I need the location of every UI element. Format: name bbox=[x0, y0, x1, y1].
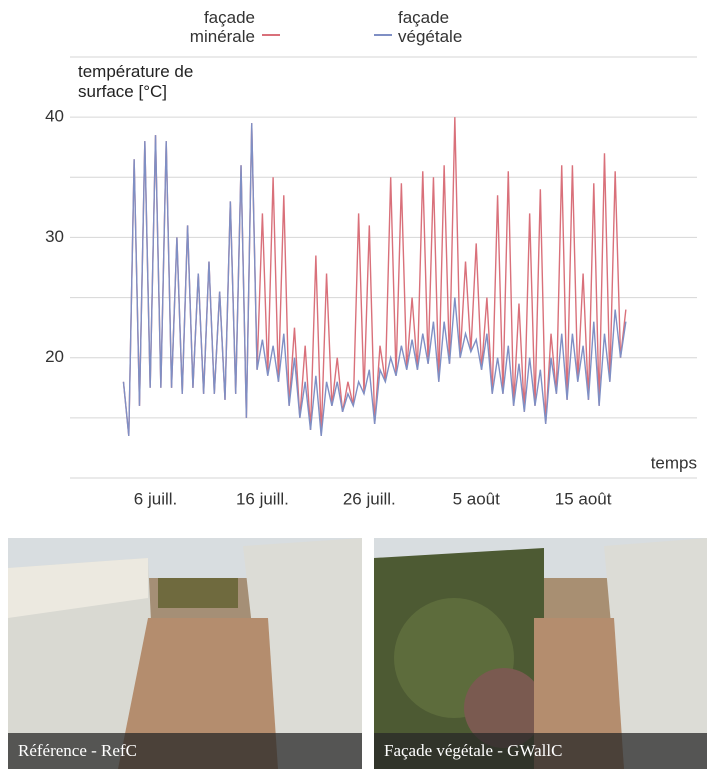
legend-swatch bbox=[262, 34, 280, 36]
photo-image bbox=[8, 538, 362, 769]
line bbox=[122, 123, 627, 436]
legend-entry: façade minérale bbox=[189, 8, 255, 46]
photo-caption: Façade végétale - GWallC bbox=[374, 733, 707, 769]
photo: Référence - RefC bbox=[8, 538, 362, 769]
photo-image bbox=[374, 538, 707, 769]
y-axis-label: température de surface [°C] bbox=[78, 62, 194, 101]
photo-caption: Référence - RefC bbox=[8, 733, 362, 769]
chart: 20 30 40 6 juill. 16 juill. 26 juill. 5 août 15… bbox=[45, 56, 697, 508]
x-tick-label: 16 juill. bbox=[236, 489, 289, 508]
y-tick-label: 30 bbox=[45, 227, 64, 246]
y-tick-label: 20 bbox=[45, 347, 64, 366]
legend-swatch bbox=[374, 34, 392, 36]
x-tick-label: 6 juill. bbox=[134, 489, 177, 508]
x-tick-label: 15 août bbox=[555, 489, 612, 508]
x-tick-label: 5 août bbox=[453, 489, 501, 508]
photo: Façade végétale - GWallC bbox=[374, 538, 707, 769]
x-axis-label: temps bbox=[651, 453, 697, 472]
y-tick-label: 40 bbox=[45, 107, 64, 126]
legend-entry: façade végétale bbox=[398, 8, 463, 46]
x-tick-label: 26 juill. bbox=[343, 489, 396, 508]
